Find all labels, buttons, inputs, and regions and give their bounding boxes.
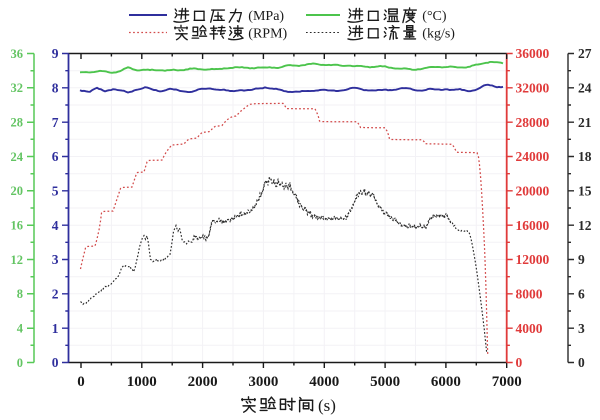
- svg-text:4000: 4000: [516, 321, 543, 336]
- svg-text:5000: 5000: [370, 374, 400, 390]
- svg-text:4000: 4000: [309, 374, 339, 390]
- svg-text:12: 12: [578, 218, 592, 233]
- svg-text:0: 0: [77, 374, 85, 390]
- svg-text:8: 8: [52, 80, 59, 95]
- svg-text:12000: 12000: [516, 252, 550, 267]
- svg-text:9: 9: [52, 46, 59, 61]
- svg-text:20: 20: [11, 184, 24, 198]
- svg-text:3: 3: [578, 321, 585, 336]
- svg-text:2: 2: [52, 286, 59, 301]
- svg-text:36: 36: [11, 47, 24, 61]
- svg-text:0: 0: [52, 355, 59, 370]
- svg-text:1: 1: [52, 321, 59, 336]
- svg-text:4: 4: [17, 322, 24, 336]
- svg-text:(RPM): (RPM): [248, 26, 287, 41]
- svg-text:5: 5: [52, 183, 59, 198]
- svg-text:20000: 20000: [516, 183, 550, 198]
- svg-text:3000: 3000: [248, 374, 278, 390]
- svg-text:(°C): (°C): [422, 9, 447, 24]
- svg-text:0: 0: [17, 356, 23, 370]
- svg-text:(MPa): (MPa): [248, 9, 284, 24]
- svg-text:36000: 36000: [516, 46, 550, 61]
- svg-text:0: 0: [578, 355, 585, 370]
- svg-text:16: 16: [11, 219, 24, 233]
- svg-text:18: 18: [578, 149, 592, 164]
- svg-text:6: 6: [578, 286, 585, 301]
- svg-text:15: 15: [578, 183, 592, 198]
- svg-text:7: 7: [52, 115, 59, 130]
- svg-text:4: 4: [52, 218, 59, 233]
- svg-text:6000: 6000: [431, 374, 461, 390]
- svg-text:12: 12: [11, 253, 24, 267]
- svg-text:16000: 16000: [516, 218, 550, 233]
- svg-text:8: 8: [17, 287, 23, 301]
- svg-text:24000: 24000: [516, 149, 550, 164]
- svg-text:9: 9: [578, 252, 585, 267]
- svg-text:21: 21: [578, 115, 592, 130]
- svg-text:2000: 2000: [188, 374, 218, 390]
- svg-text:27: 27: [578, 46, 592, 61]
- svg-text:32000: 32000: [516, 80, 550, 95]
- svg-text:3: 3: [52, 252, 59, 267]
- svg-text:24: 24: [11, 150, 24, 164]
- svg-text:24: 24: [578, 80, 592, 95]
- svg-text:28: 28: [11, 116, 24, 130]
- svg-text:1000: 1000: [127, 374, 157, 390]
- svg-text:8000: 8000: [516, 286, 543, 301]
- svg-text:(kg/s): (kg/s): [422, 26, 455, 41]
- svg-text:6: 6: [52, 149, 59, 164]
- svg-text:0: 0: [516, 355, 523, 370]
- svg-text:28000: 28000: [516, 115, 550, 130]
- svg-text:(s): (s): [318, 396, 336, 415]
- svg-text:32: 32: [11, 81, 24, 95]
- svg-text:7000: 7000: [492, 374, 522, 390]
